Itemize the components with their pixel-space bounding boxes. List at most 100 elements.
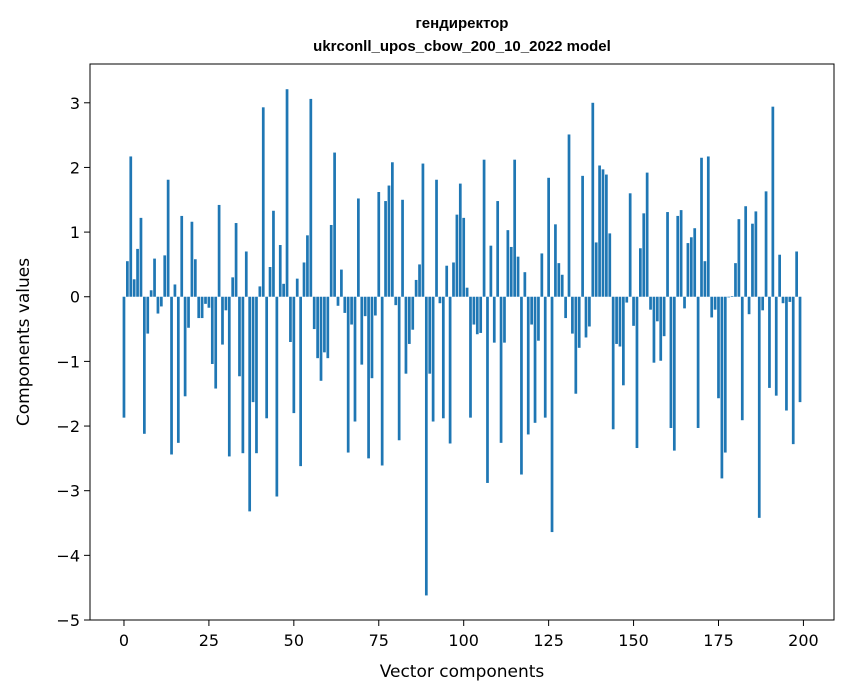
bar [622,296,625,386]
bar [479,296,483,333]
bar [720,296,724,479]
bar [564,296,567,319]
bar [360,296,364,365]
bar [734,263,737,297]
bar [557,263,561,297]
x-axis-label: Vector components [380,662,545,682]
bar [431,296,435,422]
bar [509,246,513,297]
y-tick-label: −1 [56,352,80,371]
bar [421,163,425,297]
bar [316,296,319,359]
bar [200,296,204,319]
x-tick-label: 200 [788,631,819,650]
bar [489,245,493,297]
bar [492,296,496,343]
bar [418,264,421,297]
bar [581,175,584,297]
bar [547,177,550,297]
bar [666,212,669,297]
bar [132,279,136,297]
y-axis-ticks: −5 −4 −3 −2 −1 0 1 2 3 [56,94,90,630]
bar [299,296,302,467]
bar [754,211,758,297]
x-tick-label: 0 [119,631,129,650]
y-tick-label: 3 [70,94,80,113]
bar [428,296,432,374]
bar [159,296,163,307]
bar [197,296,201,319]
bar [774,296,778,396]
x-tick-label: 125 [533,631,564,650]
bar [458,183,462,297]
bar [255,296,258,454]
bar [282,283,285,297]
bar [577,296,581,348]
bar [176,296,180,443]
bar [560,274,564,297]
bar [326,296,330,359]
bar [227,296,231,457]
bar [649,296,652,310]
bar [272,210,275,297]
bar [207,296,211,308]
y-tick-label: 0 [70,288,80,307]
bar [601,169,605,297]
bar [598,165,601,297]
bar [261,107,265,297]
bar [520,296,523,475]
bar [251,296,255,403]
bar [224,296,228,311]
bar [295,278,299,297]
bar [153,258,156,297]
bar [193,259,197,297]
x-tick-label: 100 [448,631,479,650]
bar [486,296,489,483]
bar [727,296,731,298]
bar [469,296,472,418]
bar [625,296,629,303]
bar [397,296,401,441]
bar [319,296,323,381]
bar [238,296,241,377]
bar [346,296,350,453]
bar [217,204,221,297]
y-tick-label: −4 [56,546,80,565]
bar [350,296,353,325]
bar [292,296,296,414]
bar [537,296,540,341]
bar [744,206,748,297]
bar [475,296,479,335]
bar [496,201,500,297]
bar [170,296,173,455]
bar [513,159,517,297]
bar [639,248,642,297]
bar [554,224,557,297]
x-tick-label: 175 [703,631,734,650]
bar [275,296,279,497]
bar [706,156,710,297]
bar [401,199,404,297]
bar [340,269,343,297]
x-tick-label: 25 [199,631,219,650]
bar [353,296,357,422]
bar [761,296,765,311]
bar [394,296,398,306]
bar [689,237,693,297]
bar [306,235,309,297]
bar [173,284,177,297]
bar [472,296,476,325]
bar [363,296,367,317]
bar [465,287,469,297]
bar [523,272,527,297]
bar [258,286,262,297]
bar [231,277,235,297]
bar [424,296,428,596]
bar [411,296,415,330]
bar [659,296,663,361]
bar [268,267,272,297]
bar [380,296,384,466]
bar [244,251,248,297]
bar [506,230,510,297]
